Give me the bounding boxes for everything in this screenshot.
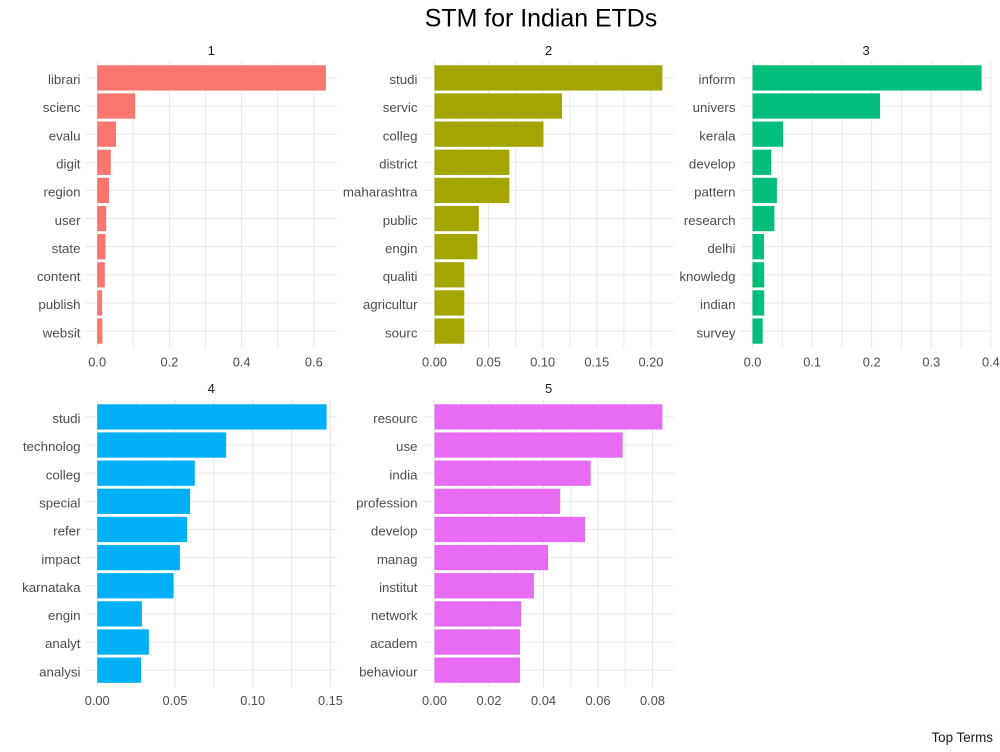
svg-text:analysi: analysi [39,664,80,679]
svg-text:colleg: colleg [383,128,418,143]
svg-text:0.2: 0.2 [161,355,179,370]
svg-text:develop: develop [371,524,418,539]
svg-text:pattern: pattern [694,185,735,200]
svg-text:0.00: 0.00 [422,693,447,708]
svg-text:3: 3 [862,43,869,58]
svg-text:special: special [39,496,80,511]
svg-text:0.1: 0.1 [803,355,821,370]
svg-text:0.00: 0.00 [85,693,110,708]
svg-text:publish: publish [38,297,80,312]
svg-text:research: research [684,213,736,228]
svg-text:1: 1 [208,43,215,58]
svg-text:network: network [371,608,418,623]
svg-text:digit: digit [56,156,81,171]
svg-text:content: content [37,269,81,284]
svg-text:karnataka: karnataka [22,580,81,595]
svg-text:librari: librari [48,72,81,87]
svg-text:0.05: 0.05 [163,693,188,708]
svg-text:0.3: 0.3 [922,355,940,370]
svg-text:STM for Indian ETDs: STM for Indian ETDs [425,5,657,33]
svg-text:0.20: 0.20 [638,355,663,370]
svg-text:0.15: 0.15 [584,355,609,370]
svg-text:profession: profession [356,496,417,511]
svg-text:scienc: scienc [43,100,81,115]
svg-text:2: 2 [545,43,552,58]
svg-text:0.10: 0.10 [240,693,265,708]
svg-text:delhi: delhi [707,241,735,256]
svg-text:refer: refer [53,524,81,539]
svg-text:0.2: 0.2 [863,355,881,370]
svg-text:develop: develop [689,156,736,171]
svg-text:0.06: 0.06 [586,693,611,708]
svg-text:resourc: resourc [373,411,418,426]
svg-text:0.00: 0.00 [422,355,447,370]
svg-text:engin: engin [385,241,418,256]
svg-text:0.0: 0.0 [744,355,762,370]
svg-text:5: 5 [545,381,552,396]
svg-text:Top Terms: Top Terms [931,730,993,745]
svg-text:analyt: analyt [45,636,81,651]
svg-text:0.6: 0.6 [305,355,323,370]
svg-text:studi: studi [389,72,417,87]
svg-text:kerala: kerala [699,128,736,143]
svg-text:survey: survey [696,325,736,340]
svg-text:0.10: 0.10 [530,355,555,370]
svg-text:sourc: sourc [385,325,418,340]
svg-text:studi: studi [52,411,80,426]
svg-text:0.04: 0.04 [531,693,556,708]
svg-text:0.05: 0.05 [476,355,501,370]
svg-text:user: user [55,213,81,228]
svg-text:manag: manag [377,552,418,567]
svg-text:servic: servic [383,100,418,115]
svg-text:0.0: 0.0 [88,355,106,370]
svg-text:impact: impact [41,552,80,567]
svg-text:0.4: 0.4 [982,355,1000,370]
svg-text:agricultur: agricultur [363,297,418,312]
svg-text:use: use [396,439,417,454]
svg-text:qualiti: qualiti [383,269,418,284]
svg-text:india: india [389,467,418,482]
svg-text:univers: univers [693,100,736,115]
svg-text:evalu: evalu [49,128,81,143]
svg-text:0.08: 0.08 [640,693,665,708]
svg-text:maharashtra: maharashtra [343,185,418,200]
svg-text:behaviour: behaviour [359,664,418,679]
svg-text:institut: institut [379,580,418,595]
svg-text:indian: indian [700,297,736,312]
svg-text:0.4: 0.4 [233,355,251,370]
svg-text:public: public [383,213,418,228]
svg-text:0.02: 0.02 [477,693,502,708]
svg-text:state: state [52,241,81,256]
svg-text:district: district [379,156,418,171]
svg-text:academ: academ [370,636,417,651]
svg-text:technolog: technolog [23,439,81,454]
svg-text:4: 4 [208,381,215,396]
svg-text:0.15: 0.15 [318,693,343,708]
svg-text:inform: inform [699,72,736,87]
svg-text:region: region [44,185,81,200]
svg-text:websit: websit [42,325,81,340]
svg-text:colleg: colleg [46,467,81,482]
svg-text:engin: engin [48,608,81,623]
svg-text:knowledg: knowledg [679,269,735,284]
